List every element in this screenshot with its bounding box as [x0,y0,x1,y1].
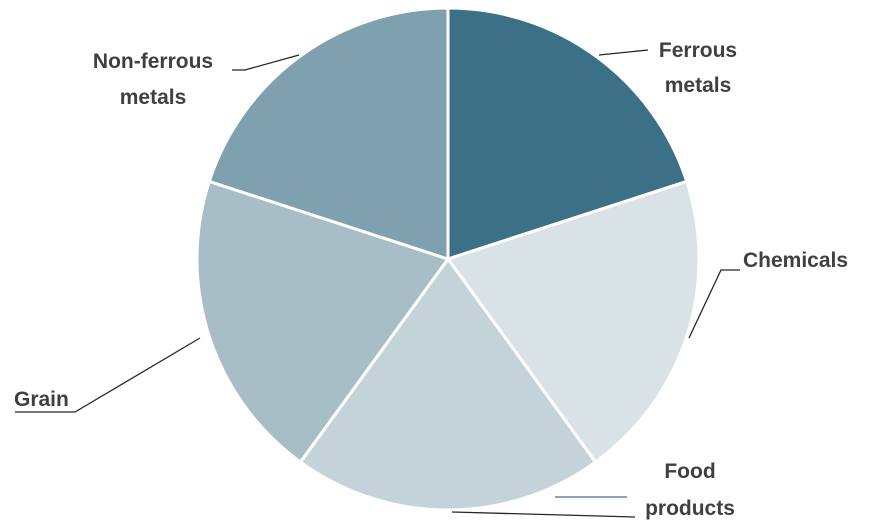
slice-label-food-products: Food [664,460,715,483]
pie-slice-non-ferrous-metals [207,6,450,261]
slice-label-ferrous-metals: Ferrous [659,39,737,62]
leader-line-ferrous-metals [598,49,649,56]
slice-label-chemicals: Chemicals [743,249,848,272]
pie-slice-grain [195,179,450,464]
pie-slices [195,6,701,512]
slice-label-grain: Grain [14,388,69,411]
slice-labels: Ferrous metals Chemicals Food products Grain N… [14,39,848,520]
pie-slice-ferrous-metals [446,6,689,261]
slice-label-non-ferrous-metals: Non-ferrous [93,50,213,73]
pie-slice-chemicals [446,179,701,464]
slice-label-non-ferrous-metals: metals [120,86,187,109]
pie-slice-food-products [298,257,598,512]
leader-lines [15,49,740,518]
leader-line-grain [15,337,201,413]
slice-label-ferrous-metals: metals [665,74,732,97]
leader-line-chemicals [688,269,740,339]
leader-line-non-ferrous-metals [232,54,300,71]
slice-label-food-products: products [645,497,735,520]
leader-line-food-products [451,511,636,518]
